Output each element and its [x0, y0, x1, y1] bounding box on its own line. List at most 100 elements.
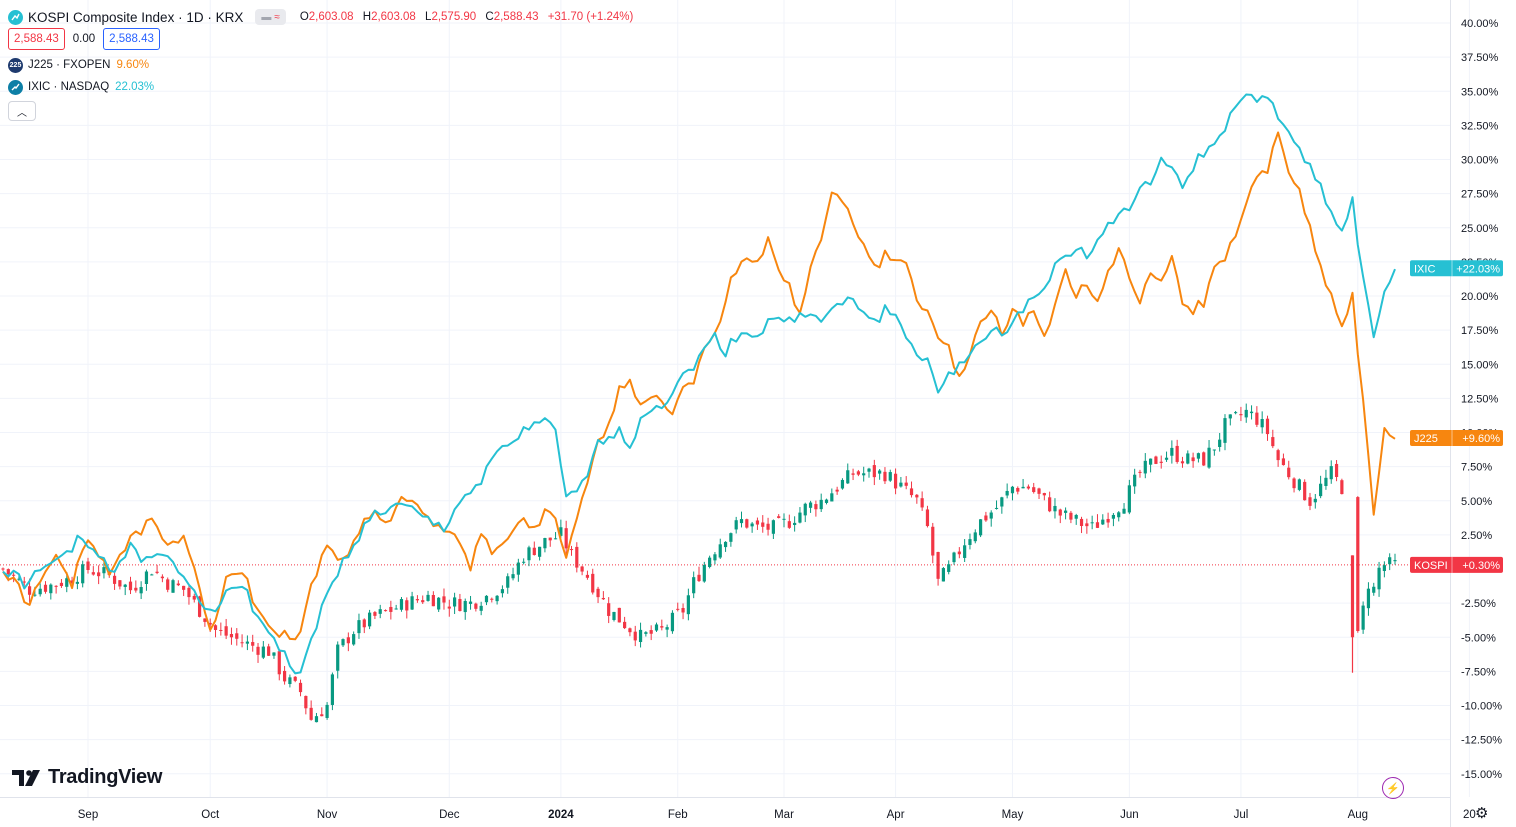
- candle-body: [1149, 458, 1153, 465]
- price-label-name: J225: [1414, 433, 1438, 445]
- candle-body: [633, 631, 637, 641]
- candle-body: [1207, 447, 1211, 468]
- kospi-candle: [474, 602, 478, 612]
- candle-body: [723, 541, 728, 548]
- candle-body: [968, 539, 972, 545]
- candle-body: [166, 579, 170, 590]
- ask-box[interactable]: 2,588.43: [103, 28, 160, 50]
- candle-body: [798, 512, 802, 523]
- bid-box[interactable]: 2,588.43: [8, 28, 65, 50]
- lightning-icon[interactable]: ⚡: [1382, 777, 1404, 799]
- candle-body: [1048, 497, 1052, 512]
- kospi-candle: [963, 539, 967, 562]
- kospi-candle: [1244, 403, 1248, 423]
- kospi-candle: [192, 593, 196, 603]
- kospi-candle: [846, 463, 850, 484]
- y-tick-label: 37.50%: [1461, 52, 1499, 64]
- kospi-candle: [490, 597, 494, 603]
- candle-body: [75, 581, 79, 584]
- kospi-candle: [1010, 485, 1015, 501]
- kospi-candle: [851, 468, 855, 481]
- kospi-candle: [553, 532, 558, 540]
- y-tick-label: 30.00%: [1461, 155, 1499, 167]
- main-series-row: KOSPI Composite Index · 1D · KRX ▬ ≈ O2,…: [8, 6, 639, 28]
- compare-toggle[interactable]: ▬ ≈: [255, 9, 286, 25]
- ixic-name[interactable]: IXIC · NASDAQ: [28, 81, 110, 93]
- j225-name[interactable]: J225 · FXOPEN: [28, 59, 111, 71]
- kospi-candle: [1149, 458, 1153, 473]
- kospi-candle: [442, 588, 446, 610]
- kospi-candle: [458, 593, 462, 612]
- candle-body: [1180, 461, 1185, 464]
- candle-body: [1308, 497, 1312, 506]
- candle-body: [219, 629, 223, 631]
- candle-body: [1159, 461, 1163, 463]
- candle-body: [1329, 466, 1333, 480]
- kospi-candle: [453, 592, 457, 615]
- kospi-candle: [1048, 491, 1052, 513]
- kospi-candle: [527, 545, 531, 567]
- candle-body: [410, 596, 414, 610]
- kospi-candle: [479, 601, 483, 616]
- candle-body: [808, 502, 813, 508]
- candle-body: [431, 594, 435, 607]
- candle-body: [1340, 480, 1344, 495]
- kospi-candle: [718, 538, 722, 559]
- kospi-candle: [1207, 440, 1211, 469]
- collapse-legend-button[interactable]: ︿: [8, 101, 36, 121]
- kospi-candle: [1356, 496, 1360, 633]
- candle-body: [984, 515, 988, 521]
- kospi-candle: [729, 532, 733, 547]
- settings-gear-icon[interactable]: ⚙: [1475, 805, 1489, 822]
- candle-body: [208, 622, 212, 625]
- kospi-candle: [1085, 518, 1089, 534]
- candle-body: [1196, 453, 1201, 459]
- candle-body: [91, 572, 95, 575]
- kospi-candle: [166, 577, 170, 593]
- candle-body: [112, 575, 117, 584]
- ixic-line: [2, 93, 1396, 675]
- candle-body: [739, 519, 744, 524]
- price-labels: IXIC +22.03% J225 +9.60% KOSPI +0.30%: [1410, 260, 1503, 573]
- compare-row-j225[interactable]: 225 J225 · FXOPEN 9.60%: [8, 54, 639, 76]
- candle-body: [336, 644, 340, 671]
- compare-row-ixic[interactable]: IXIC · NASDAQ 22.03%: [8, 76, 639, 98]
- candle-body: [803, 503, 807, 516]
- kospi-candle: [378, 604, 382, 619]
- time-axis[interactable]: Sep Oct Nov Dec 2024 Feb Mar Apr May Jun Jul Aug 20: [0, 797, 1476, 822]
- candle-body: [43, 584, 48, 592]
- kospi-candle: [878, 469, 882, 480]
- candle-body: [1234, 412, 1238, 414]
- kospi-candle: [973, 529, 977, 544]
- y-tick-label: -12.50%: [1461, 735, 1502, 747]
- kospi-candle: [564, 520, 568, 555]
- kospi-candle: [399, 597, 404, 612]
- candle-body: [298, 682, 303, 693]
- price-label-kospi: KOSPI +0.30%: [1410, 556, 1503, 573]
- candle-body: [1244, 409, 1248, 418]
- kospi-candle: [1228, 414, 1232, 426]
- y-tick-label: -5.00%: [1461, 632, 1496, 644]
- kospi-candle: [118, 580, 122, 590]
- candle-body: [213, 625, 218, 630]
- kospi-candle: [596, 586, 600, 604]
- kospi-candle: [150, 573, 154, 576]
- kospi-candle: [346, 632, 350, 652]
- kospi-candle: [1265, 415, 1270, 441]
- symbol-title[interactable]: KOSPI Composite Index · 1D · KRX: [28, 9, 244, 25]
- candle-body: [229, 633, 234, 638]
- candle-body: [1186, 453, 1190, 464]
- candle-body: [102, 567, 106, 574]
- candle-body: [134, 587, 138, 591]
- tradingview-logo[interactable]: TradingView: [12, 766, 162, 789]
- y-tick-label: -2.50%: [1461, 598, 1496, 610]
- price-axis[interactable]: 40.00% 37.50% 35.00% 32.50% 30.00% 27.50% 25.0…: [1450, 0, 1503, 827]
- candle-body: [1388, 557, 1392, 565]
- kospi-candle: [394, 604, 398, 610]
- candle-body: [973, 532, 977, 542]
- candle-body: [617, 607, 621, 623]
- candle-body: [500, 589, 505, 594]
- y-tick-label: 5.00%: [1461, 496, 1492, 508]
- candle-body: [1101, 519, 1105, 525]
